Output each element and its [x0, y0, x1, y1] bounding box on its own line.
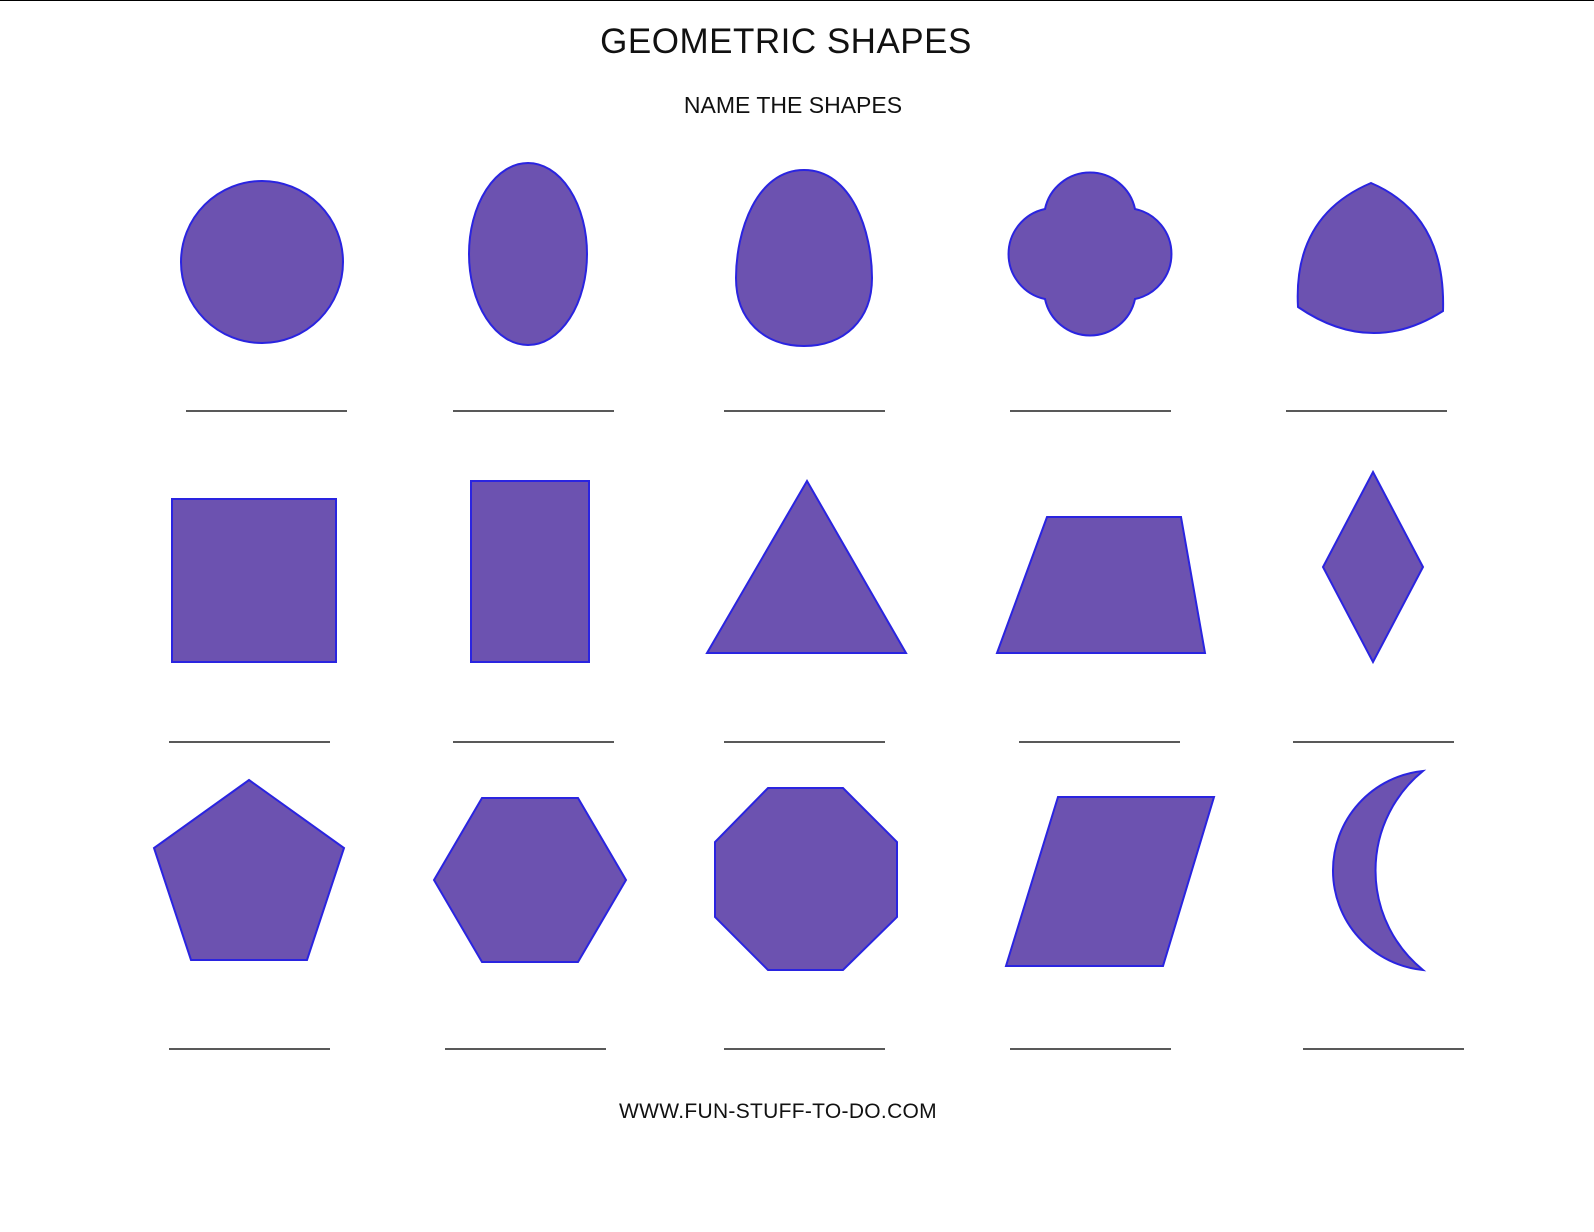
- page-subtitle: NAME THE SHAPES: [683, 92, 903, 118]
- quatrefoil-icon: [1007, 171, 1173, 337]
- page-title: GEOMETRIC SHAPES: [600, 22, 972, 61]
- rhombus-icon: [1321, 469, 1425, 665]
- pentagon-icon: [152, 778, 346, 961]
- circle-icon: [180, 180, 344, 344]
- rectangle-icon: [470, 480, 590, 663]
- website-footer: WWW.FUN-STUFF-TO-DO.COM: [619, 1100, 937, 1123]
- crescent-icon: [1331, 769, 1427, 972]
- top-border: [0, 0, 1594, 1]
- egg-icon: [734, 168, 874, 348]
- trapezoid-icon: [995, 516, 1207, 654]
- square-icon: [171, 498, 337, 663]
- parallelogram-icon: [1004, 796, 1216, 967]
- octagon-icon: [714, 787, 898, 971]
- hexagon-icon: [432, 797, 628, 963]
- oval-icon: [468, 162, 588, 346]
- rounded-triangle-icon: [1296, 181, 1445, 335]
- triangle-icon: [705, 479, 908, 654]
